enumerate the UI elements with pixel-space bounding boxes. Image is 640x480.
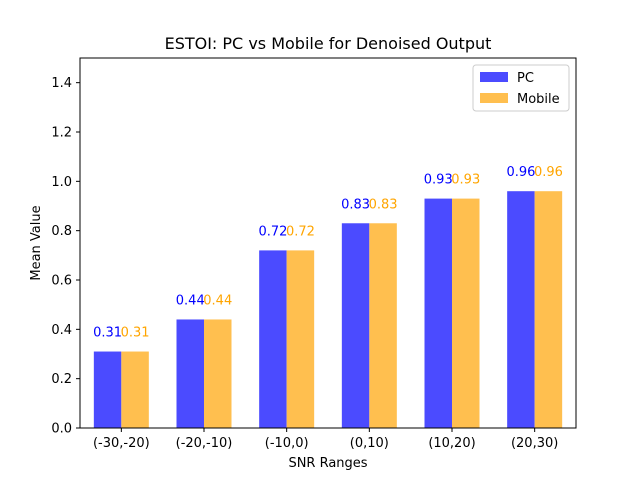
data-label-pc-2: 0.72 bbox=[258, 224, 287, 239]
bar-mobile-2 bbox=[286, 250, 315, 428]
bar-pc-1 bbox=[176, 319, 204, 428]
x-tick-label: (-10,0) bbox=[265, 436, 309, 451]
y-tick-label: 1.0 bbox=[51, 175, 72, 190]
x-tick-label: (0,10) bbox=[350, 436, 389, 451]
y-tick-label: 0.4 bbox=[51, 323, 72, 338]
y-tick-label: 1.2 bbox=[51, 126, 72, 141]
bar-pc-4 bbox=[424, 198, 452, 428]
x-axis-label: SNR Ranges bbox=[288, 456, 367, 471]
legend-swatch-mobile bbox=[480, 93, 508, 103]
data-label-pc-5: 0.96 bbox=[506, 165, 535, 180]
bar-mobile-4 bbox=[452, 198, 480, 428]
data-label-mobile-0: 0.31 bbox=[121, 326, 150, 341]
y-tick-label: 0.8 bbox=[51, 224, 72, 239]
y-tick-label: 0.0 bbox=[51, 422, 72, 437]
bar-labels-group: 0.310.31 0.440.44 0.720.72 0.830.83 0.930.93… bbox=[93, 165, 563, 340]
bar-mobile-5 bbox=[534, 191, 563, 428]
data-label-mobile-5: 0.96 bbox=[534, 165, 563, 180]
data-label-mobile-4: 0.93 bbox=[451, 173, 480, 188]
bar-mobile-0 bbox=[121, 351, 149, 428]
x-tick-label: (-20,-10) bbox=[176, 436, 233, 451]
bar-pc-0 bbox=[93, 351, 122, 428]
y-tick-label: 1.4 bbox=[51, 76, 72, 91]
chart-title: ESTOI: PC vs Mobile for Denoised Output bbox=[165, 34, 492, 53]
legend-swatch-pc bbox=[480, 72, 508, 82]
x-tick-label: (-30,-20) bbox=[93, 436, 150, 451]
bars-group bbox=[93, 191, 563, 428]
data-label-pc-1: 0.44 bbox=[176, 293, 205, 308]
x-tick-label: (10,20) bbox=[428, 436, 475, 451]
bar-mobile-1 bbox=[204, 319, 232, 428]
x-ticks-group: (-30,-20) (-20,-10) (-10,0) (0,10) (10,20) (2… bbox=[93, 428, 558, 451]
y-ticks-group: 0.0 0.2 0.4 0.6 0.8 1.0 1.2 1.4 bbox=[51, 76, 80, 437]
y-tick-label: 0.2 bbox=[51, 372, 72, 387]
data-label-pc-0: 0.31 bbox=[93, 326, 122, 341]
data-label-pc-4: 0.93 bbox=[424, 173, 453, 188]
bar-mobile-3 bbox=[369, 223, 397, 428]
data-label-mobile-3: 0.83 bbox=[369, 197, 398, 212]
data-label-pc-3: 0.83 bbox=[341, 197, 370, 212]
bar-pc-5 bbox=[507, 191, 535, 428]
x-tick-label: (20,30) bbox=[511, 436, 558, 451]
legend-label-pc: PC bbox=[517, 71, 534, 86]
y-tick-label: 0.6 bbox=[51, 274, 72, 289]
data-label-mobile-2: 0.72 bbox=[286, 224, 315, 239]
data-label-mobile-1: 0.44 bbox=[203, 293, 232, 308]
legend: PC Mobile bbox=[472, 64, 570, 112]
bar-pc-3 bbox=[341, 223, 370, 428]
y-axis-label: Mean Value bbox=[29, 205, 44, 280]
plot-frame bbox=[79, 57, 577, 429]
legend-label-mobile: Mobile bbox=[517, 92, 560, 107]
bar-pc-2 bbox=[259, 250, 287, 428]
